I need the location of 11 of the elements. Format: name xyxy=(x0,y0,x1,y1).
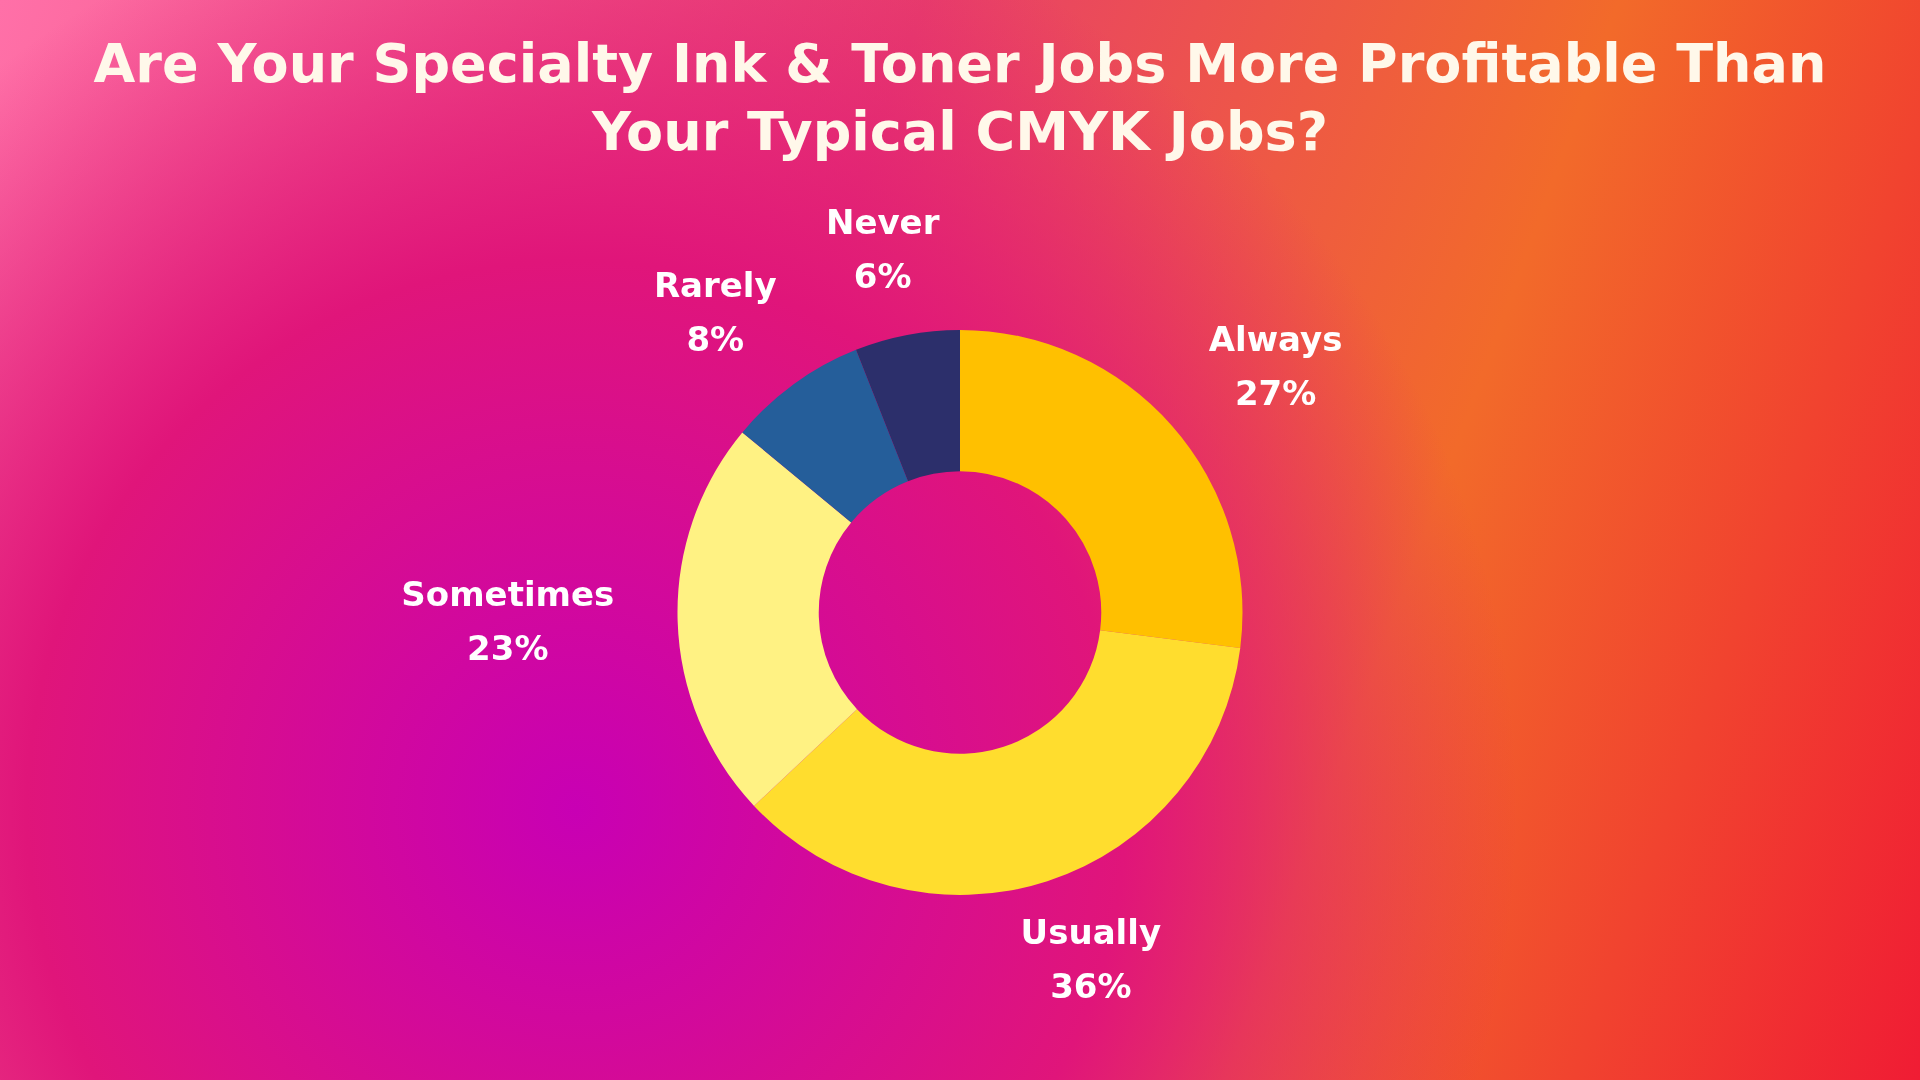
data-label: 6% xyxy=(853,255,912,296)
data-label: 36% xyxy=(1050,965,1132,1006)
slice-label: Always xyxy=(1208,319,1343,360)
data-label: 27% xyxy=(1234,373,1317,414)
data-label: 8% xyxy=(686,319,745,360)
chart-title: Are Your Specialty Ink & Toner Jobs More Profitable Than Your Typical CMYK Jobs? xyxy=(92,31,1828,165)
slice-label: Usually xyxy=(1020,911,1162,952)
slice-label: Never xyxy=(825,201,940,242)
slice-label: Sometimes xyxy=(401,573,615,614)
slice-label: Rarely xyxy=(653,265,777,306)
data-label: 23% xyxy=(467,627,549,668)
